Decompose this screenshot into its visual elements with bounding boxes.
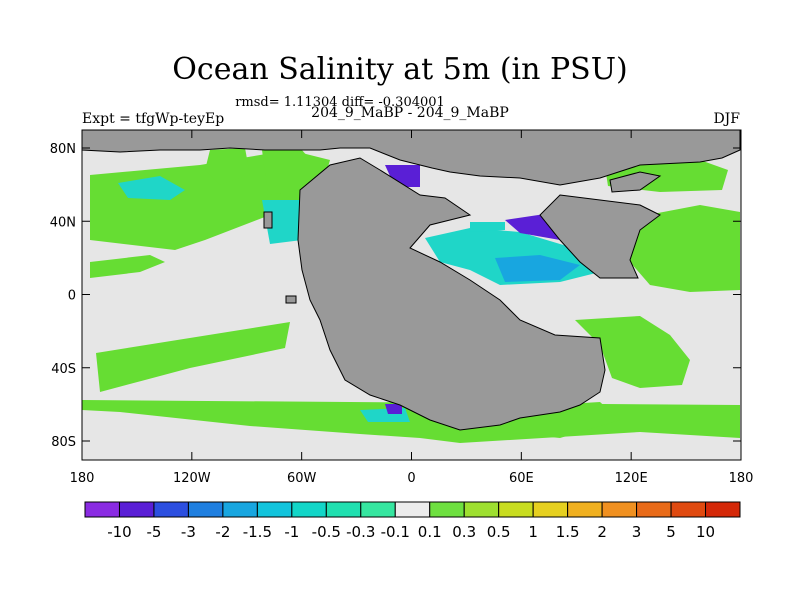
colorbar-label: -0.3 [346,523,375,541]
colorbar-label: 5 [666,523,676,541]
colorbar-label: -0.5 [312,523,341,541]
colorbar-label: -1.5 [243,523,272,541]
colorbar-label: 0.1 [418,523,442,541]
positive-anomaly-regions [82,148,740,443]
colorbar-labels: -10 -5 -3 -2 -1.5 -1 -0.5 -0.3 -0.1 0.1 0.3 0.5 1 1.5… [107,523,715,541]
y-tick-label: 0 [68,289,76,304]
anomaly-region-north-pacific-east [205,148,250,185]
anomaly-region-north-pacific-fresh [118,176,185,200]
colorbar-swatch [601,501,638,518]
anomaly-region-west-pacific [630,205,740,292]
x-tick-label: 180 [70,471,95,486]
colorbar-label: 1.5 [556,523,580,541]
colorbar-swatch [360,501,396,518]
x-tick-label: 0 [407,471,415,486]
colorbar-swatch [429,501,465,518]
land-masses [81,129,741,431]
colorbar-label: 2 [597,523,607,541]
experiment-label: Expt = tfgWp-teyEp [82,111,225,127]
axis-tick-labels: 180 120W 60W 0 60E 120E 180 80N 40N 0 40S 80S [50,142,754,486]
colorbar-label: 1 [528,523,538,541]
anomaly-region-bay-fresh [495,255,580,282]
colorbar-label: -10 [107,523,132,541]
x-tick-label: 180 [729,471,754,486]
colorbar-swatch [636,501,672,518]
anomaly-region-west-coast [262,200,302,244]
colorbar-swatch [291,501,327,518]
colorbar-swatch [463,501,500,518]
x-tick-label: 120W [173,471,211,486]
colorbar-swatch [222,501,258,518]
strong-negative-anomaly-regions [495,255,580,282]
colorbar-label: -3 [181,523,196,541]
y-tick-label: 80N [50,142,76,157]
colorbar-label: 0.5 [487,523,511,541]
colorbar-label: 10 [696,523,715,541]
anomaly-region-tropical-pacific [90,255,165,278]
colorbar-swatch [118,501,155,518]
anomaly-region-gulf-alaska [262,148,320,195]
rmsd-diff-stats: rmsd= 1.11304 diff= -0.304001 [235,95,445,110]
land-eastern-continent [539,194,661,279]
land-northern-continent [81,129,741,186]
x-tick-label: 120E [615,471,648,486]
colorbar-swatch [670,501,707,518]
chart-title: Ocean Salinity at 5m (in PSU) [172,52,628,87]
colorbar-swatch [532,501,569,518]
anomaly-region-antarctic-peninsula [360,408,410,422]
anomaly-region-south-pacific [96,322,290,392]
land-east-asia [609,171,662,193]
anomaly-region-indian-ocean [575,316,690,388]
colorbar-swatch [567,501,603,518]
colorbar-swatch [394,501,431,518]
land-island-small [285,295,297,304]
colorbar-swatch [256,501,293,518]
anomaly-region-weddell [385,404,402,414]
y-tick-label: 40N [50,215,76,230]
y-tick-label: 80S [51,435,76,450]
colorbar-swatch [325,501,362,518]
colorbar-swatch [84,501,120,518]
colorbar-label: 0.3 [452,523,476,541]
y-tick-label: 40S [51,362,76,377]
colorbar-label: -5 [146,523,161,541]
comparison-label: 204_9_MaBP - 204_9_MaBP [311,105,509,121]
colorbar-swatch [153,501,189,518]
x-tick-label: 60W [287,471,317,486]
anomaly-region-mediterranean [470,222,505,232]
colorbar [84,501,741,518]
colorbar-label: 3 [632,523,642,541]
land-central-continent [297,157,606,431]
axis-ticks [81,130,742,460]
colorbar-label: -1 [284,523,299,541]
land-west-coast-island [263,211,273,229]
season-label: DJF [713,111,740,127]
colorbar-swatch [498,501,534,518]
colorbar-label: -2 [215,523,230,541]
x-tick-label: 60E [509,471,534,486]
colorbar-swatch [705,501,741,518]
colorbar-label: -0.1 [381,523,410,541]
colorbar-swatch [187,501,224,518]
